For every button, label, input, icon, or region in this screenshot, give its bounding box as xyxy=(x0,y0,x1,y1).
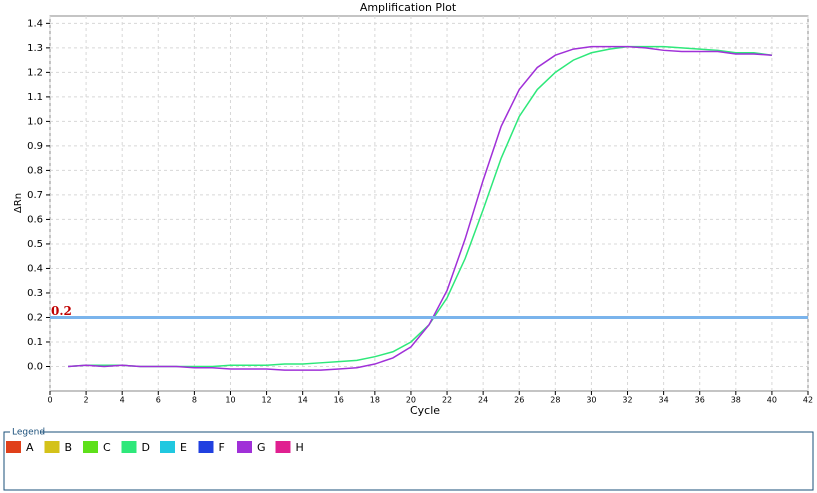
y-tick-label: 1.4 xyxy=(27,18,43,29)
legend-swatch xyxy=(275,441,291,453)
y-axis-label: ΔRn xyxy=(13,193,24,213)
x-tick-label: 34 xyxy=(659,396,669,405)
legend-swatch xyxy=(237,441,252,453)
y-tick-label: 1.3 xyxy=(27,43,43,54)
x-tick-label: 32 xyxy=(622,396,632,405)
legend-swatch xyxy=(83,441,98,453)
x-tick-label: 12 xyxy=(261,396,271,405)
y-tick-label: 0.6 xyxy=(27,214,43,225)
y-tick-label: 1.0 xyxy=(27,116,43,127)
legend-swatch xyxy=(121,441,137,453)
legend-swatch xyxy=(160,441,175,453)
legend-title-bg xyxy=(10,427,40,437)
legend-title: Legend xyxy=(12,428,45,438)
chart-title: Amplification Plot xyxy=(360,1,457,14)
x-tick-label: 36 xyxy=(695,396,705,405)
legend-label: G xyxy=(257,441,266,454)
y-tick-label: 0.2 xyxy=(27,312,43,323)
legend-label: C xyxy=(103,441,111,454)
y-tick-label: 0.9 xyxy=(27,141,43,152)
x-tick-label: 40 xyxy=(767,396,777,405)
x-tick-label: 30 xyxy=(586,396,596,405)
y-tick-label: 0.4 xyxy=(27,263,43,274)
x-tick-label: 20 xyxy=(406,396,416,405)
y-tick-label: 0.0 xyxy=(27,361,43,372)
x-tick-label: 28 xyxy=(550,396,560,405)
legend-box xyxy=(3,431,814,491)
x-tick-label: 16 xyxy=(334,396,344,405)
plot-area xyxy=(49,15,809,392)
threshold-label: 0.2 xyxy=(51,304,72,318)
y-tick-label: 0.3 xyxy=(27,288,43,299)
x-tick-label: 0 xyxy=(47,396,52,405)
x-tick-label: 22 xyxy=(442,396,452,405)
series-line xyxy=(67,45,772,371)
x-axis-label: Cycle xyxy=(410,404,440,417)
legend-swatch xyxy=(198,441,214,453)
legend-label: D xyxy=(142,441,150,454)
legend-swatch xyxy=(44,441,60,453)
x-tick-label: 14 xyxy=(298,396,308,405)
y-tick-label: 1.2 xyxy=(27,67,43,78)
x-tick-label: 6 xyxy=(156,396,161,405)
x-tick-label: 4 xyxy=(120,396,125,405)
x-tick-label: 24 xyxy=(478,396,488,405)
x-tick-label: 8 xyxy=(192,396,197,405)
y-tick-label: 0.7 xyxy=(27,190,43,201)
x-tick-label: 42 xyxy=(803,396,813,405)
x-tick-label: 18 xyxy=(370,396,380,405)
x-tick-label: 26 xyxy=(514,396,524,405)
legend-label: B xyxy=(65,441,73,454)
legend-label: E xyxy=(180,441,187,454)
x-tick-label: 38 xyxy=(731,396,741,405)
y-tick-label: 0.1 xyxy=(27,337,43,348)
legend-label: A xyxy=(26,441,34,454)
legend-label: H xyxy=(296,441,304,454)
legend-swatch xyxy=(6,441,21,453)
x-tick-label: 10 xyxy=(225,396,235,405)
legend-label: F xyxy=(219,441,225,454)
y-tick-label: 0.5 xyxy=(27,239,43,250)
x-tick-label: 2 xyxy=(84,396,89,405)
y-tick-label: 1.1 xyxy=(27,92,43,103)
y-tick-label: 0.8 xyxy=(27,165,43,176)
